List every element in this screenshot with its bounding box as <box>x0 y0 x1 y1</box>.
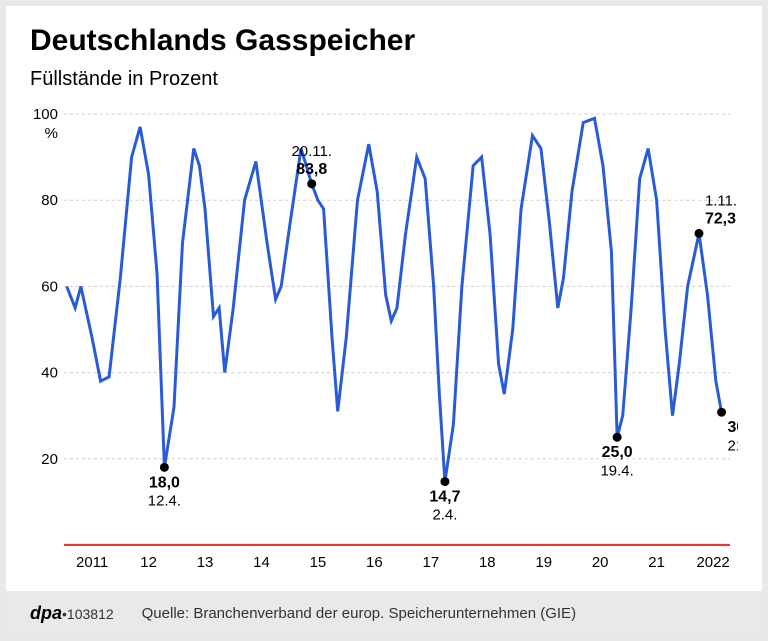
svg-text:18: 18 <box>479 554 496 571</box>
svg-text:12: 12 <box>140 554 157 571</box>
line-chart: 20 40 60 80 100% 2011 12 13 14 15 16 17 18 19 20 21 2022… <box>30 104 738 575</box>
svg-text:20.11.: 20.11. <box>291 143 331 160</box>
svg-text:2022: 2022 <box>696 554 729 571</box>
agency-name: dpa <box>30 603 62 623</box>
svg-text:72,3: 72,3 <box>705 210 736 227</box>
agency-code: 103812 <box>67 606 114 622</box>
svg-text:%: % <box>45 125 58 142</box>
svg-text:14: 14 <box>253 554 270 571</box>
svg-text:25,0: 25,0 <box>602 444 633 461</box>
svg-text:30,8 %: 30,8 % <box>728 419 738 436</box>
svg-text:20: 20 <box>41 451 58 468</box>
svg-text:40: 40 <box>41 365 58 382</box>
svg-text:100: 100 <box>33 106 58 123</box>
chart-title: Deutschlands Gasspeicher <box>30 24 415 58</box>
svg-text:13: 13 <box>197 554 214 571</box>
svg-text:80: 80 <box>41 192 58 209</box>
svg-text:60: 60 <box>41 278 58 295</box>
svg-text:19: 19 <box>535 554 552 571</box>
svg-text:21.2.: 21.2. <box>728 437 738 454</box>
svg-text:1.11.: 1.11. <box>705 192 737 209</box>
svg-text:16: 16 <box>366 554 383 571</box>
svg-text:15: 15 <box>310 554 327 571</box>
svg-text:83,8: 83,8 <box>296 161 327 178</box>
svg-text:14,7: 14,7 <box>429 489 460 506</box>
svg-text:19.4.: 19.4. <box>600 462 633 479</box>
svg-text:17: 17 <box>423 554 440 571</box>
agency-credit: dpa•103812 <box>30 603 114 624</box>
source-text: Quelle: Branchenverband der europ. Speic… <box>142 605 576 622</box>
svg-text:18,0: 18,0 <box>149 474 180 491</box>
svg-text:2011: 2011 <box>76 554 108 571</box>
chart-subtitle: Füllstände in Prozent <box>30 68 218 91</box>
svg-text:20: 20 <box>592 554 609 571</box>
svg-text:12.4.: 12.4. <box>148 492 181 509</box>
chart-area: 20 40 60 80 100% 2011 12 13 14 15 16 17 18 19 20 21 2022… <box>30 104 738 575</box>
footer-bar: dpa•103812 Quelle: Branchenverband der e… <box>6 591 762 635</box>
svg-text:21: 21 <box>648 554 665 571</box>
svg-text:2.4.: 2.4. <box>432 507 457 524</box>
